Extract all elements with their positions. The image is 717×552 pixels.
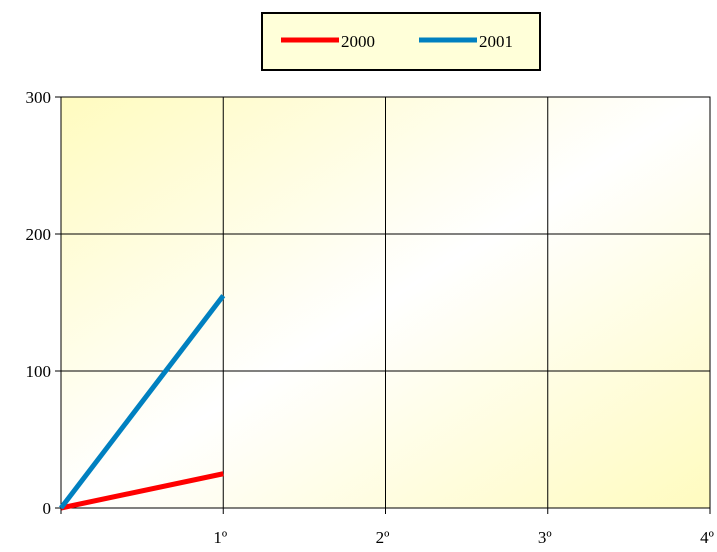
x-tick-label: 2º <box>376 528 390 547</box>
y-tick-label: 200 <box>26 225 52 244</box>
legend-label-2000: 2000 <box>341 32 375 51</box>
x-tick-label: 1º <box>213 528 227 547</box>
legend: 2000 2001 <box>261 12 541 71</box>
y-tick-label: 300 <box>26 88 52 107</box>
y-tick-label: 0 <box>43 499 52 518</box>
grid <box>61 97 710 508</box>
x-axis: 1º 2º 3º 4º <box>60 507 714 547</box>
x-tick-label: 4º <box>700 528 714 547</box>
x-tick-label: 3º <box>538 528 552 547</box>
series-line-2000 <box>60 471 224 511</box>
y-axis: 0 100 200 300 <box>26 88 62 518</box>
y-tick-label: 100 <box>26 362 52 381</box>
series-group <box>59 294 226 511</box>
series-line-2001 <box>59 294 226 510</box>
legend-label-2001: 2001 <box>479 32 513 51</box>
